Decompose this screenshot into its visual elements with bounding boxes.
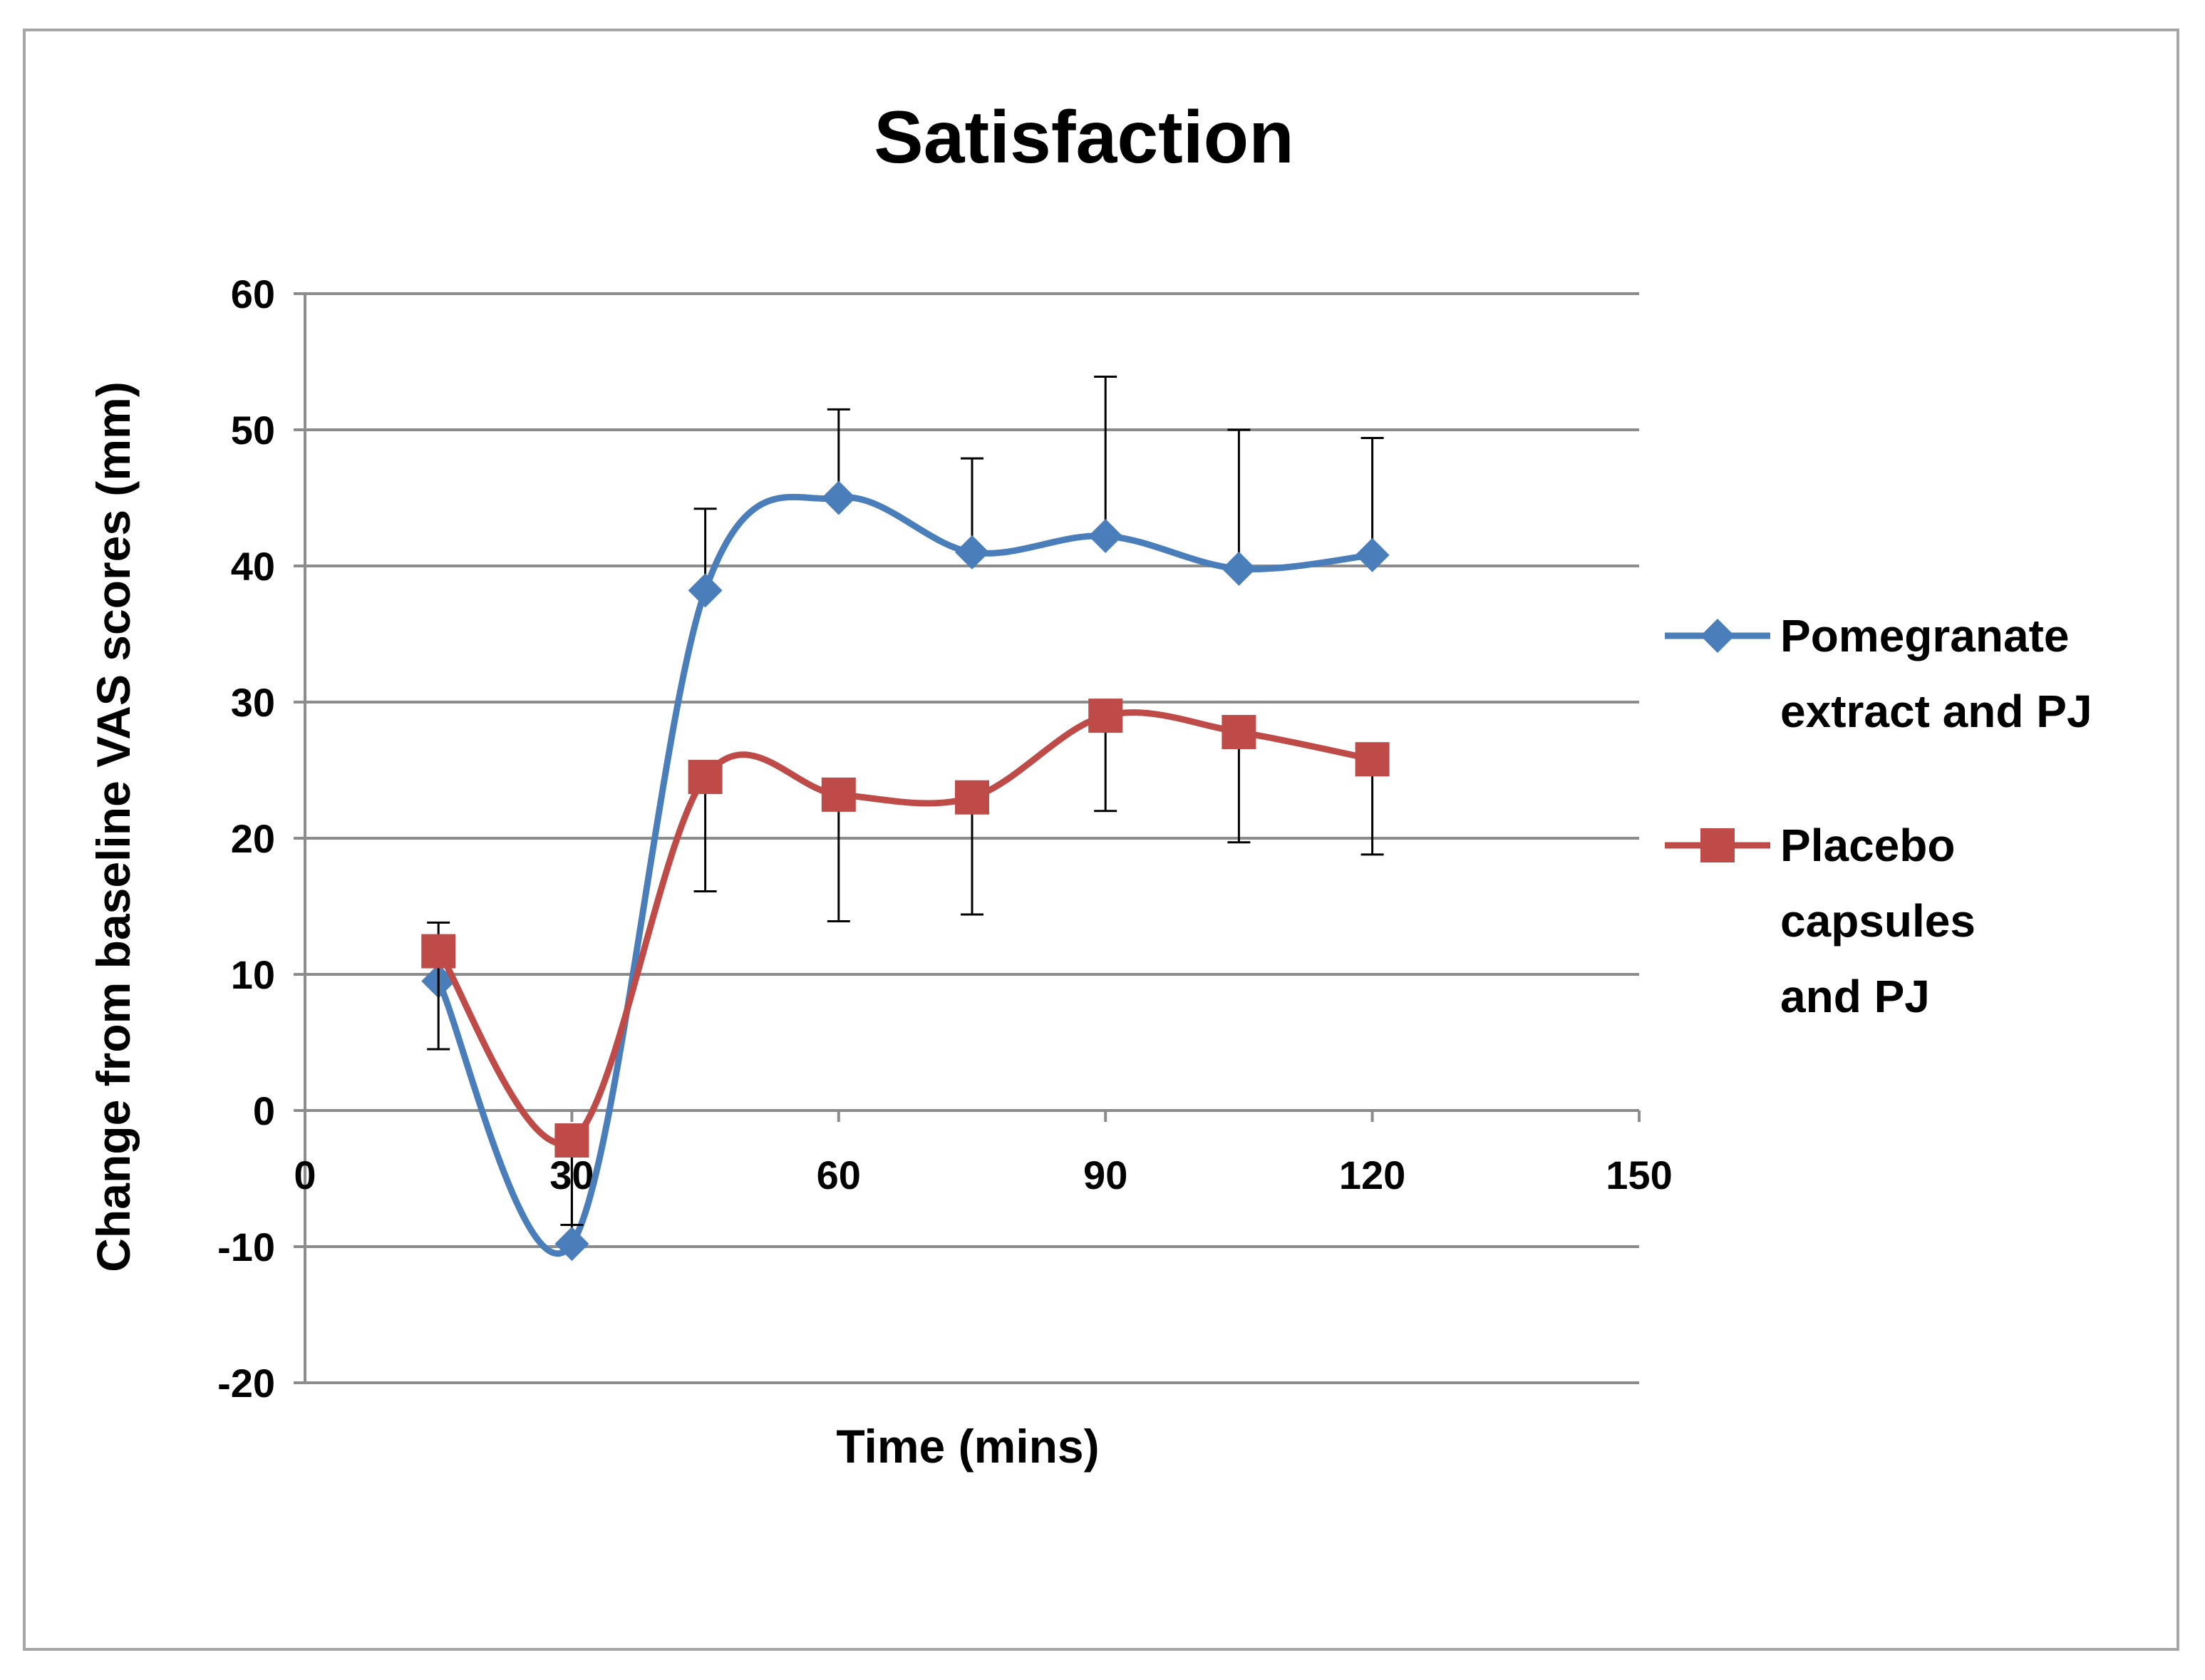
series-placebo — [421, 699, 1390, 1226]
legend-entry-placebo: Placebo capsules and PJ — [1665, 820, 1976, 1022]
legend-label: extract and PJ — [1780, 686, 2092, 737]
y-tick-label: 0 — [253, 1088, 275, 1133]
x-tick-label: 90 — [1083, 1153, 1127, 1197]
legend-swatch-marker — [1700, 828, 1735, 862]
data-point — [1355, 742, 1390, 777]
y-tick-label: 50 — [231, 408, 275, 453]
data-point — [1355, 537, 1390, 572]
data-point — [688, 573, 723, 608]
y-tick-label: 40 — [231, 544, 275, 589]
y-tick-label: 10 — [231, 952, 275, 997]
axes — [304, 294, 1641, 1383]
x-tick-label: 60 — [817, 1153, 861, 1197]
data-point — [421, 934, 456, 969]
legend-label: and PJ — [1780, 971, 1930, 1022]
legend-swatch-marker — [1700, 619, 1735, 653]
data-point — [1088, 518, 1123, 553]
legend-label: capsules — [1780, 895, 1976, 947]
data-point — [554, 1227, 589, 1262]
y-tick-label: -10 — [217, 1225, 275, 1269]
series-line — [435, 709, 1376, 1147]
legend-entry-pomegranate: Pomegranate extract and PJ — [1665, 610, 2092, 737]
data-point — [1222, 715, 1256, 750]
data-point — [821, 777, 856, 812]
y-tick-label: -20 — [217, 1361, 275, 1406]
legend-label: Placebo — [1780, 820, 1955, 871]
x-axis-label: Time (mins) — [836, 1420, 1099, 1473]
x-tick-label: 150 — [1606, 1153, 1672, 1197]
y-tick-label: 20 — [231, 816, 275, 861]
y-tick-labels: -20 -10 0 10 20 30 40 50 60 — [217, 272, 275, 1406]
data-point — [688, 760, 723, 795]
chart-title: Satisfaction — [874, 96, 1293, 179]
gridlines — [294, 292, 1639, 1384]
data-point — [554, 1123, 589, 1158]
y-tick-label: 30 — [231, 680, 275, 725]
x-tick-label: 120 — [1339, 1153, 1405, 1197]
y-axis-label: Change from baseline VAS scores (mm) — [87, 381, 140, 1272]
data-point — [821, 480, 856, 515]
series-layer — [421, 376, 1390, 1262]
series-pomegranate — [421, 376, 1390, 1262]
data-point — [955, 780, 989, 815]
y-tick-label: 60 — [231, 272, 275, 316]
legend-label: Pomegranate — [1780, 610, 2069, 661]
data-point — [1088, 699, 1123, 733]
data-point — [955, 535, 989, 570]
x-tick-label: 0 — [294, 1153, 316, 1197]
data-point — [1222, 551, 1256, 586]
legend: Pomegranate extract and PJ Placebo capsules… — [1665, 610, 2092, 1022]
